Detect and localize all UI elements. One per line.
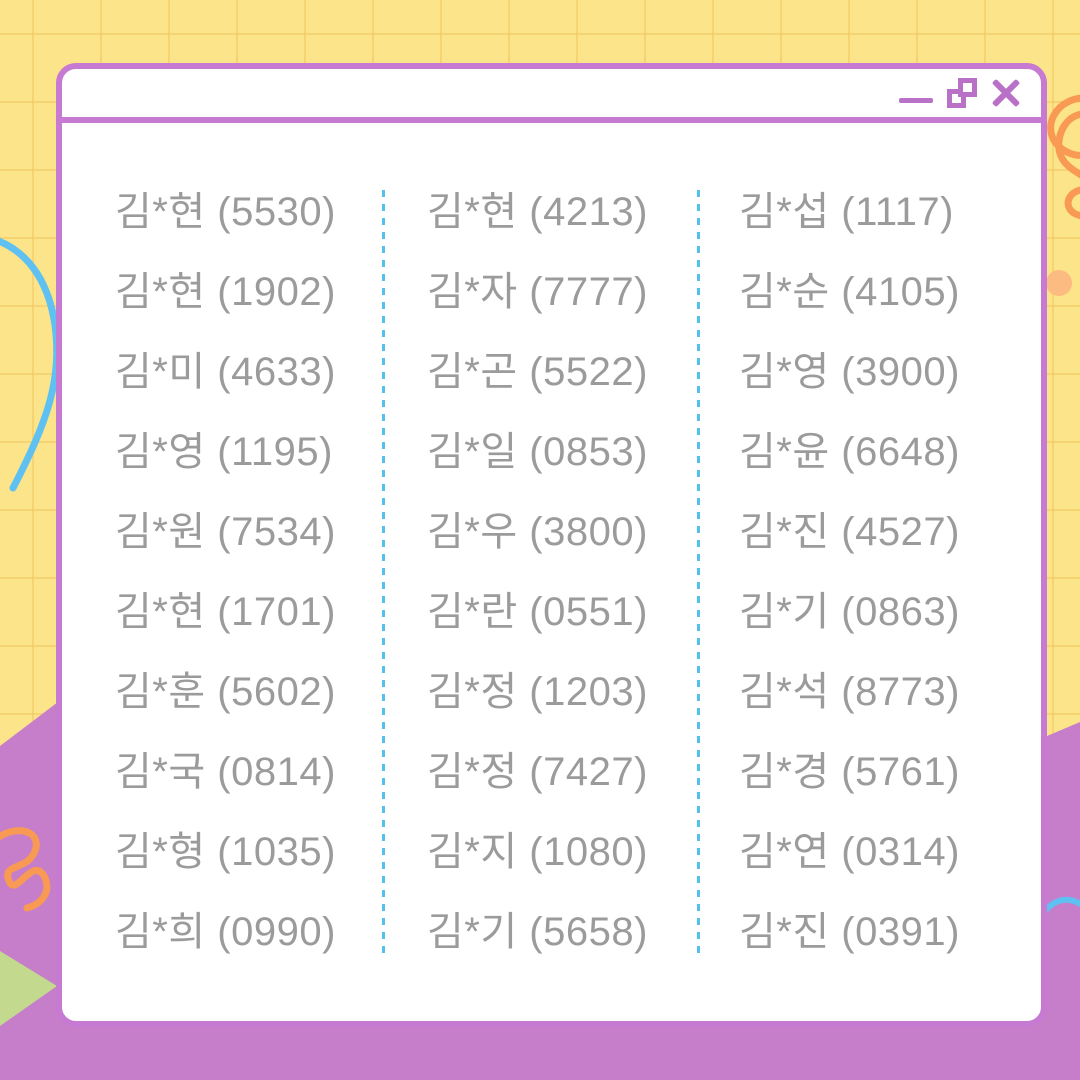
column-divider [697,190,700,955]
list-item: 김*정 (1203) [427,670,648,714]
list-item: 김*형 (1035) [115,830,336,874]
list-item: 김*우 (3800) [427,510,648,554]
list-item: 김*일 (0853) [427,430,648,474]
list-item: 김*진 (4527) [739,510,960,554]
list-item: 김*진 (0391) [739,910,960,954]
list-item: 김*정 (7427) [427,750,648,794]
list-item: 김*현 (1902) [115,270,336,314]
orange-scribble-top-right [1047,94,1080,219]
list-item: 김*기 (5658) [427,910,648,954]
list-item: 김*미 (4633) [115,350,336,394]
green-triangle [0,951,57,1026]
close-button[interactable] [991,78,1021,108]
list-item: 김*섭 (1117) [739,190,954,234]
minimize-icon [899,97,933,103]
winner-column-3: 김*섭 (1117) 김*순 (4105) 김*영 (3900) 김*윤 (66… [739,168,999,968]
list-item: 김*영 (3900) [739,350,960,394]
orange-cursive-left [0,827,51,912]
minimize-button[interactable] [899,84,933,103]
list-item: 김*희 (0990) [115,910,336,954]
window-titlebar[interactable] [62,69,1041,123]
list-item: 김*현 (5530) [115,190,336,234]
list-item: 김*윤 (6648) [739,430,960,474]
list-item: 김*석 (8773) [739,670,960,714]
list-item: 김*국 (0814) [115,750,336,794]
list-item: 김*경 (5761) [739,750,960,794]
list-item: 김*곤 (5522) [427,350,648,394]
restore-icon [947,78,977,108]
list-item: 김*기 (0863) [739,590,960,634]
list-item: 김*현 (1701) [115,590,336,634]
list-item: 김*란 (0551) [427,590,648,634]
window: 김*현 (5530) 김*현 (1902) 김*미 (4633) 김*영 (11… [56,63,1047,1027]
list-item: 김*지 (1080) [427,830,648,874]
list-item: 김*자 (7777) [427,270,648,314]
list-item: 김*현 (4213) [427,190,648,234]
winner-column-2: 김*현 (4213) 김*자 (7777) 김*곤 (5522) 김*일 (08… [427,168,687,968]
list-item: 김*원 (7534) [115,510,336,554]
list-item: 김*영 (1195) [115,430,333,474]
blue-squiggle-left [0,237,61,492]
winner-column-1: 김*현 (5530) 김*현 (1902) 김*미 (4633) 김*영 (11… [115,168,375,968]
list-item: 김*훈 (5602) [115,670,336,714]
list-item: 김*연 (0314) [739,830,960,874]
close-icon [991,78,1021,108]
column-divider [382,190,385,955]
restore-button[interactable] [947,78,977,108]
list-item: 김*순 (4105) [739,270,960,314]
orange-dot [1046,270,1072,296]
